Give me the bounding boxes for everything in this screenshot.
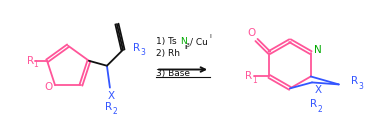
Text: X: X	[107, 91, 115, 101]
Text: I: I	[209, 34, 211, 39]
Text: R: R	[245, 71, 252, 81]
Text: 3) Base: 3) Base	[156, 69, 190, 78]
Text: N: N	[314, 45, 322, 55]
Text: 3: 3	[358, 82, 363, 91]
Text: 2: 2	[318, 105, 322, 114]
Text: R: R	[133, 43, 141, 53]
Text: 1: 1	[252, 76, 257, 85]
Text: R: R	[351, 76, 358, 86]
Text: 1) Ts: 1) Ts	[156, 37, 177, 46]
Text: O: O	[247, 28, 256, 38]
Text: R: R	[105, 102, 113, 112]
Text: R: R	[26, 56, 34, 66]
Text: O: O	[44, 82, 52, 92]
Text: 3: 3	[186, 43, 190, 48]
Text: X: X	[314, 85, 322, 95]
Text: 3: 3	[141, 48, 146, 57]
Text: II: II	[184, 45, 188, 50]
Text: R: R	[310, 99, 318, 109]
Text: 1: 1	[34, 60, 39, 69]
Text: 2) Rh: 2) Rh	[156, 49, 180, 58]
Text: / Cu: / Cu	[190, 37, 208, 46]
Text: N: N	[180, 37, 187, 46]
Text: 2: 2	[113, 107, 117, 116]
